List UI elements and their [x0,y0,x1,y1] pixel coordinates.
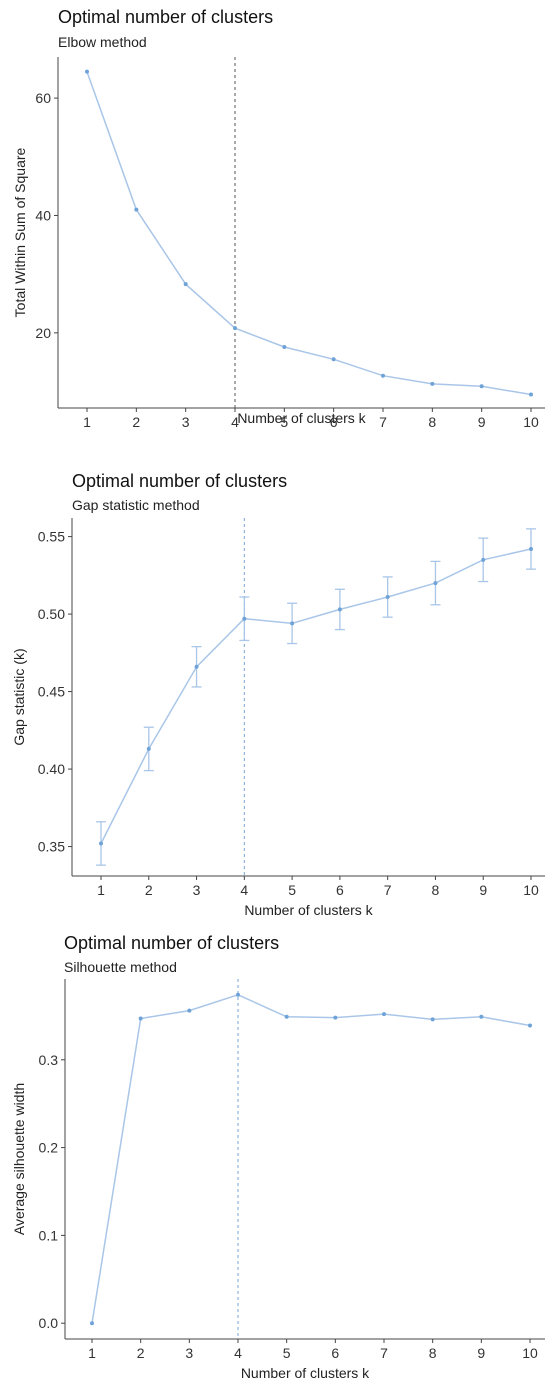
y-tick-label: 0.50 [38,606,65,622]
data-point [187,1008,192,1013]
data-point [134,207,139,212]
data-point [99,841,103,846]
x-tick-label: 7 [379,414,387,430]
data-point [433,581,438,586]
y-tick-label: 40 [35,207,51,223]
data-point [90,1321,94,1326]
y-axis-label: Total Within Sum of Square [12,147,28,317]
data-point [529,392,533,397]
x-tick-label: 7 [384,882,392,898]
y-tick-label: 0.1 [39,1227,59,1243]
x-tick-label: 10 [523,414,539,430]
y-tick-label: 0.35 [38,839,65,855]
x-tick-label: 6 [330,414,338,430]
data-point [481,557,486,562]
y-tick-label: 20 [35,325,51,341]
data-point [282,344,287,349]
chart-panel-3: Optimal number of clusters Silhouette met… [11,933,545,1381]
y-tick-label: 0.55 [38,529,65,545]
series-line [100,548,532,844]
x-tick-label: 8 [429,1345,437,1361]
x-tick-label: 10 [522,1345,538,1361]
x-tick-label: 9 [479,882,487,898]
data-point [290,621,295,626]
data-point [479,1014,484,1019]
y-tick-label: 0.2 [39,1140,59,1156]
x-axis-label: Number of clusters k [241,1365,370,1381]
chart-subtitle: Silhouette method [64,959,177,975]
x-tick-label: 1 [88,1345,96,1361]
data-point [333,1015,338,1020]
y-tick-label: 0.40 [38,761,65,777]
y-tick-label: 0.3 [39,1052,59,1068]
x-tick-label: 5 [280,414,288,430]
data-point [194,664,199,669]
x-tick-label: 1 [83,414,91,430]
x-tick-label: 2 [145,882,153,898]
x-tick-label: 3 [182,414,190,430]
x-tick-label: 8 [432,882,440,898]
x-tick-label: 6 [336,882,344,898]
data-point [183,282,188,287]
data-point [385,595,390,600]
data-point [381,373,385,378]
data-point [85,69,89,74]
chart-title: Optimal number of clusters [58,7,273,27]
series-line [86,71,532,396]
data-point [529,546,533,551]
x-tick-label: 4 [234,1345,242,1361]
data-point [528,1023,532,1028]
data-point [236,992,240,997]
data-point [331,357,336,362]
x-tick-label: 10 [523,882,539,898]
data-point [479,384,484,389]
chart-title: Optimal number of clusters [72,471,287,491]
x-tick-label: 6 [331,1345,339,1361]
chart-panel-1: Optimal number of clusters Elbow method 1 2… [12,7,545,430]
x-tick-label: 7 [380,1345,388,1361]
chart-subtitle: Gap statistic method [72,497,200,513]
chart-panel-2: Optimal number of clusters Gap statistic … [11,471,545,918]
y-tick-label: 60 [35,90,51,106]
chart-title: Optimal number of clusters [64,933,279,953]
x-tick-label: 2 [132,414,140,430]
y-tick-label: 0.0 [39,1315,59,1331]
x-tick-label: 1 [97,882,105,898]
data-point [138,1016,143,1021]
data-point [146,746,151,751]
data-point [233,326,237,331]
data-point [337,607,342,612]
chart-subtitle: Elbow method [58,34,147,50]
x-tick-label: 5 [288,882,296,898]
x-tick-label: 3 [193,882,201,898]
x-tick-label: 9 [478,414,486,430]
y-tick-label: 0.45 [38,684,65,700]
series-line [91,993,531,1324]
x-tick-label: 5 [283,1345,291,1361]
x-tick-label: 8 [428,414,436,430]
x-tick-label: 2 [137,1345,145,1361]
x-tick-label: 9 [477,1345,485,1361]
x-tick-label: 4 [240,882,248,898]
x-axis-label: Number of clusters k [244,902,373,918]
data-point [284,1014,289,1019]
x-tick-label: 3 [185,1345,193,1361]
x-tick-label: 4 [231,414,239,430]
y-axis-label: Average silhouette width [11,1083,27,1235]
data-point [430,381,435,386]
data-point [430,1017,435,1022]
data-point [382,1012,386,1017]
data-point [242,616,247,621]
x-axis-label: Number of clusters k [237,410,366,426]
y-axis-label: Gap statistic (k) [11,648,27,745]
